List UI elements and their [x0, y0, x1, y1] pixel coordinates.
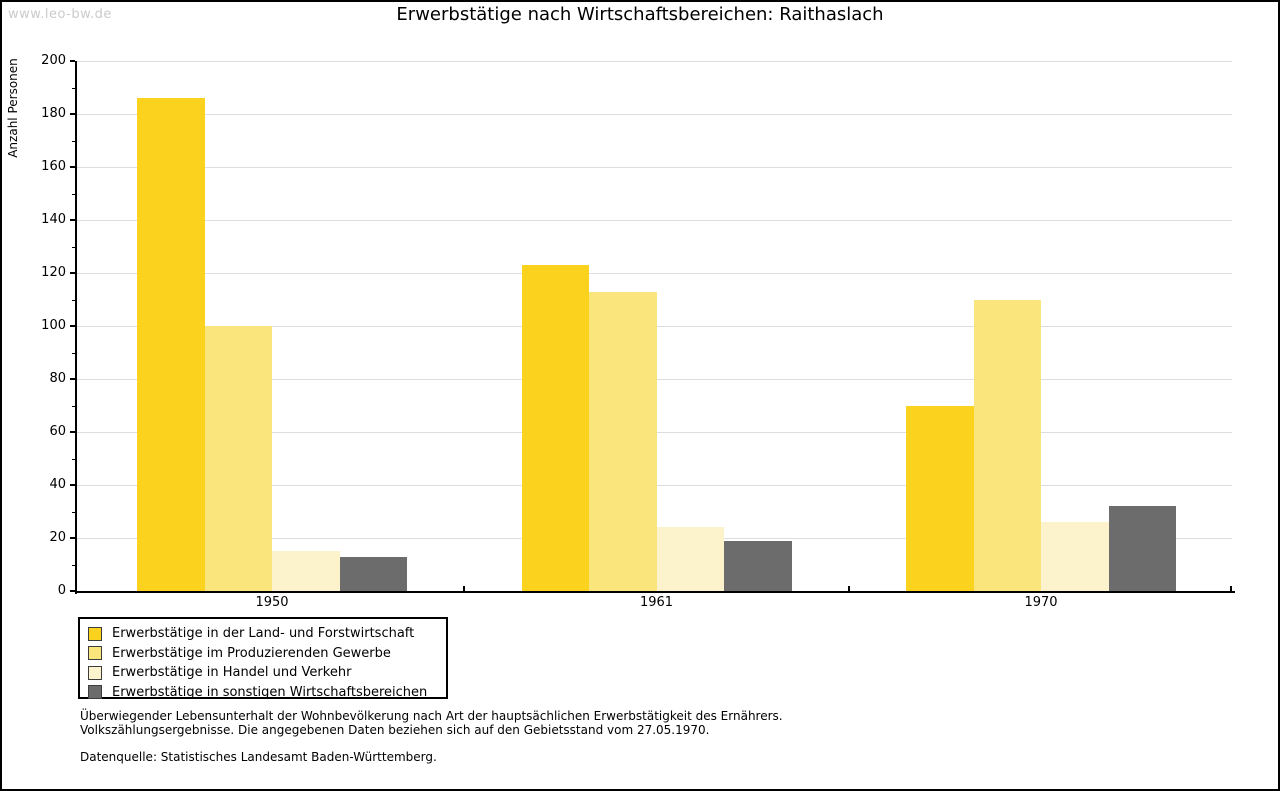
legend-item-label: Erwerbstätige im Produzierenden Gewerbe [112, 645, 391, 661]
bar-1970-series-2 [973, 299, 1041, 591]
gridline [77, 167, 1232, 168]
x-axis-tick [847, 586, 850, 591]
gridline [77, 61, 1232, 62]
bar-1950-series-3 [272, 551, 340, 591]
gridline [77, 273, 1232, 274]
y-axis-minor-tick [72, 87, 75, 89]
bar-1961-series-2 [589, 291, 657, 591]
y-axis-tick-label: 200 [41, 53, 66, 68]
legend-item-label: Erwerbstätige in der Land- und Forstwirt… [112, 626, 415, 642]
y-axis-tick [70, 60, 75, 62]
x-axis-line [75, 591, 1235, 593]
watermark: www.leo-bw.de [8, 7, 112, 22]
legend-swatch-series-1 [88, 626, 102, 641]
y-axis-tick [70, 113, 75, 115]
gridline [77, 220, 1232, 221]
bar-1970-series-3 [1041, 522, 1109, 591]
y-axis-tick-label: 160 [41, 159, 66, 174]
bar-1970-series-1 [906, 405, 974, 591]
legend-item-label: Erwerbstätige in Handel und Verkehr [112, 665, 352, 681]
y-axis-tick-label: 40 [49, 477, 66, 492]
y-axis-tick [70, 166, 75, 168]
legend-item-label: Erwerbstätige in sonstigen Wirtschaftsbe… [112, 684, 428, 700]
bar-1961-series-3 [656, 527, 724, 591]
x-axis-category-label: 1950 [255, 595, 289, 610]
bar-1950-series-4 [339, 556, 407, 591]
y-axis-tick [70, 537, 75, 539]
legend-swatch-series-2 [88, 646, 102, 661]
y-axis-minor-tick [72, 352, 75, 354]
bar-1950-series-1 [137, 98, 205, 591]
y-axis-tick [70, 431, 75, 433]
plot-area [77, 61, 1232, 591]
y-axis-minor-tick [72, 564, 75, 566]
y-axis-minor-tick [72, 458, 75, 460]
y-axis-tick-label: 180 [41, 106, 66, 121]
legend-item: Erwerbstätige in sonstigen Wirtschaftsbe… [88, 683, 446, 703]
x-axis-category-label: 1970 [1024, 595, 1058, 610]
y-axis-line [75, 61, 77, 594]
data-source: Datenquelle: Statistisches Landesamt Bad… [80, 750, 437, 764]
legend: Erwerbstätige in der Land- und Forstwirt… [78, 617, 448, 700]
footnote-line-2: Volkszählungsergebnisse. Die angegebenen… [80, 723, 710, 737]
chart-title: Erwerbstätige nach Wirtschaftsbereichen:… [396, 4, 884, 25]
x-axis-category-label: 1961 [639, 595, 674, 610]
y-axis-tick [70, 484, 75, 486]
bar-1970-series-4 [1108, 506, 1176, 591]
x-axis-tick [1230, 586, 1232, 591]
y-axis-tick-label: 120 [41, 265, 66, 280]
y-axis-title: Anzahl Personen [6, 58, 20, 158]
y-axis-tick [70, 219, 75, 221]
legend-item: Erwerbstätige im Produzierenden Gewerbe [88, 644, 446, 664]
y-axis-tick-label: 80 [49, 371, 66, 386]
y-axis-tick-label: 60 [49, 424, 66, 439]
y-axis-tick [70, 272, 75, 274]
footnote-line-1: Überwiegender Lebensunterhalt der Wohnbe… [80, 709, 783, 723]
y-axis-minor-tick [72, 299, 75, 301]
y-axis-minor-tick [72, 140, 75, 142]
footnote: Überwiegender Lebensunterhalt der Wohnbe… [80, 709, 783, 737]
y-axis-minor-tick [72, 511, 75, 513]
x-axis-tick [463, 586, 466, 591]
legend-item: Erwerbstätige in der Land- und Forstwirt… [88, 624, 446, 644]
y-axis-tick [70, 590, 75, 592]
y-axis-tick [70, 378, 75, 380]
y-axis-tick-label: 100 [41, 318, 66, 333]
bar-1961-series-1 [521, 265, 589, 591]
y-axis-minor-tick [72, 246, 75, 248]
gridline [77, 114, 1232, 115]
y-axis-tick-label: 140 [41, 212, 66, 227]
legend-swatch-series-4 [88, 685, 102, 700]
y-axis-tick-label: 20 [49, 530, 66, 545]
legend-item: Erwerbstätige in Handel und Verkehr [88, 663, 446, 683]
y-axis-tick [70, 325, 75, 327]
legend-swatch-series-3 [88, 665, 102, 680]
bar-1950-series-2 [204, 326, 272, 591]
bar-1961-series-4 [724, 540, 792, 591]
y-axis-minor-tick [72, 405, 75, 407]
y-axis-minor-tick [72, 193, 75, 195]
y-axis-tick-label: 0 [57, 583, 66, 598]
